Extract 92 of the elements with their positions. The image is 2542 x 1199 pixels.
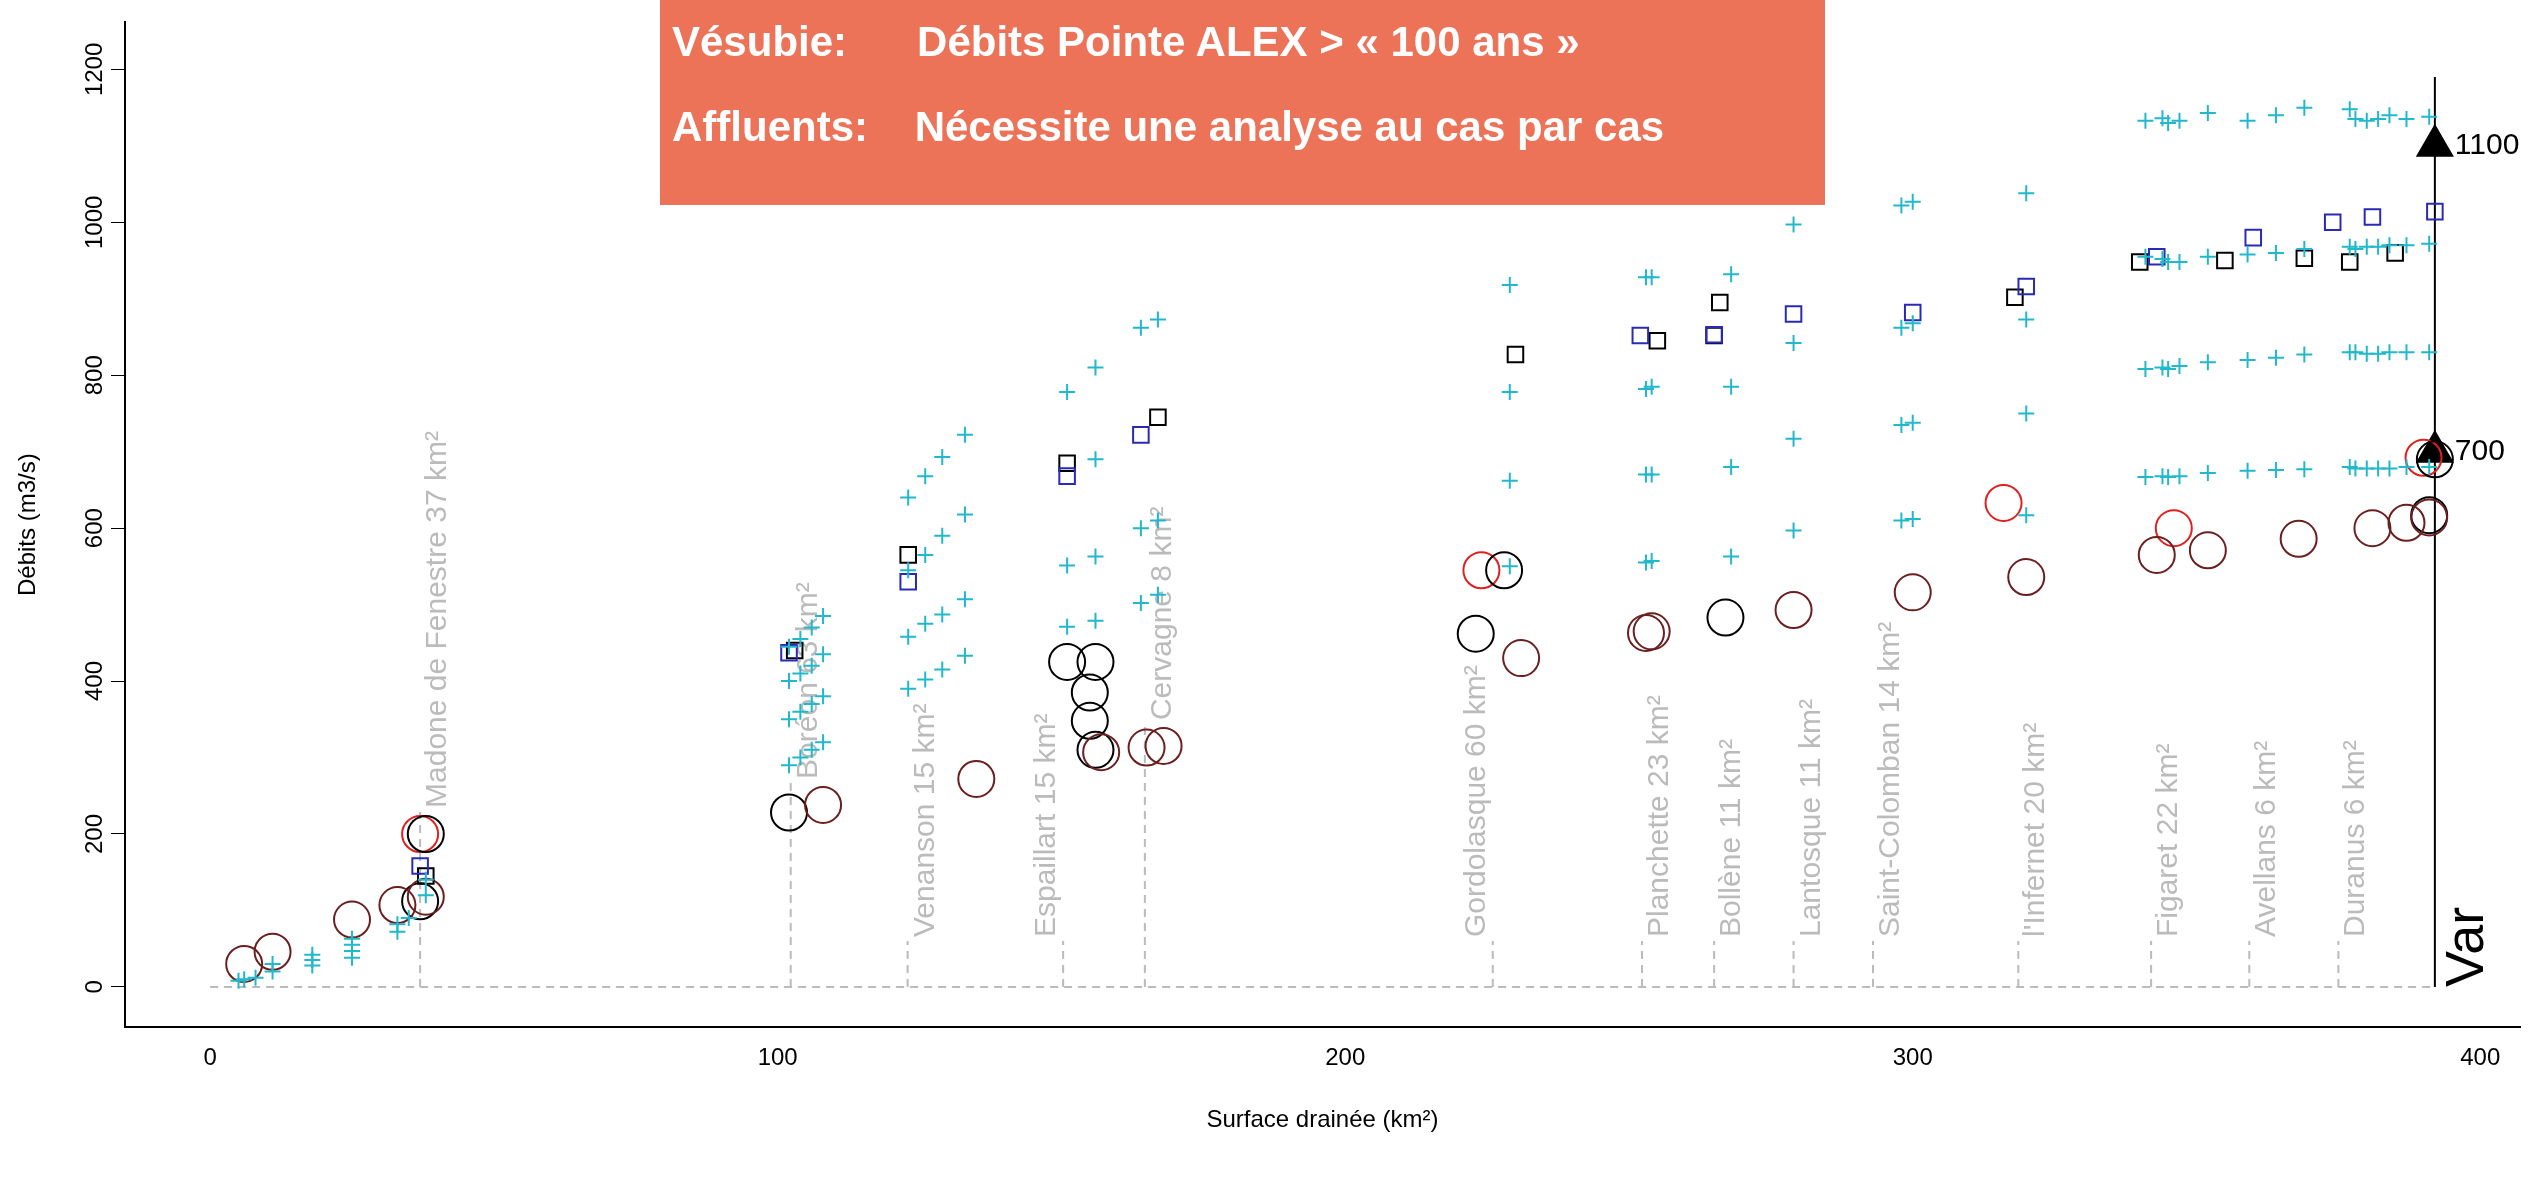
ref-line-label: Bollène 11 km² [1713, 739, 1747, 937]
x-tick-label: 0 [203, 1043, 217, 1071]
y-tick-label: 600 [79, 508, 107, 549]
point [1903, 303, 1922, 322]
point [1774, 590, 1813, 629]
point [1502, 639, 1541, 678]
y-tick-label: 1000 [79, 195, 107, 250]
point [1711, 293, 1729, 312]
y-tick-label: 400 [79, 661, 107, 702]
ref-line-label: Avellans 6 km² [2248, 740, 2282, 937]
point [1058, 454, 1076, 472]
point [1626, 613, 1665, 652]
x-tick-label: 300 [1892, 1043, 1933, 1071]
point [2295, 249, 2314, 268]
ref-line-label: Espaillart 15 km² [1028, 713, 1062, 937]
point [1706, 598, 1745, 637]
data-label: 1100 [2454, 127, 2520, 161]
point [1144, 727, 1183, 766]
point [1070, 673, 1109, 712]
point [2363, 208, 2382, 226]
point [2148, 247, 2166, 266]
point [2154, 509, 2193, 548]
point [1506, 345, 1525, 364]
point [1893, 573, 1932, 612]
point [1462, 551, 1501, 590]
point [1127, 728, 1166, 767]
point [2007, 558, 2046, 597]
point [378, 886, 417, 925]
point [2137, 535, 2176, 574]
x-tick-label: 400 [2460, 1043, 2501, 1071]
point [2279, 519, 2318, 558]
x-tick-label: 100 [757, 1043, 798, 1071]
ref-line-label: Planchette 23 km² [1641, 695, 1675, 937]
point [1149, 408, 1167, 427]
data-label: 700 [2454, 432, 2505, 466]
ref-line-label: Gordolasque 60 km² [1457, 665, 1491, 937]
point [1456, 614, 1495, 653]
point [780, 643, 798, 662]
y-axis-title: Débits (m3/s) [13, 453, 41, 597]
point [2386, 244, 2404, 262]
point [253, 932, 292, 971]
point [1984, 483, 2023, 522]
point [2387, 503, 2426, 542]
point [957, 759, 996, 798]
point [1048, 642, 1087, 681]
chart-title: Vésubie: Débits Pointe ALEX > « 100 ans » [672, 18, 1581, 67]
point [1132, 426, 1150, 444]
ref-line-label: Figaret 22 km² [2150, 743, 2184, 937]
point [2006, 288, 2024, 307]
point [2353, 509, 2392, 548]
point [2415, 440, 2454, 479]
point [1632, 612, 1671, 651]
x-tick-label: 200 [1325, 1043, 1366, 1071]
point [2188, 531, 2227, 570]
point [2017, 277, 2036, 296]
y-tick-label: 800 [79, 355, 107, 396]
point [2340, 253, 2359, 271]
y-tick-label: 200 [79, 813, 107, 854]
point [1070, 701, 1109, 740]
point [899, 572, 917, 591]
point [770, 793, 809, 832]
y-tick-label: 1200 [79, 42, 107, 97]
point [2404, 438, 2443, 477]
ref-line-label: Saint-Colomban 14 km² [1872, 621, 1906, 937]
y-tick-label: 0 [79, 980, 107, 994]
point [225, 944, 264, 983]
point [417, 867, 435, 885]
point [1784, 305, 1803, 323]
point [2130, 253, 2149, 271]
title-banner: Vésubie: Débits Pointe ALEX > « 100 ans » Affluents: Nécessite une analyse au cas par cas [660, 0, 1825, 205]
ref-line-label: Lantosque 11 km² [1792, 699, 1826, 937]
ref-line-label: Madone de Fenestre 37 km² [419, 431, 453, 808]
point [333, 900, 372, 939]
point [2216, 251, 2234, 270]
x-axis-title: Surface drainée (km²) [1206, 1105, 1439, 1133]
point [804, 785, 843, 824]
point [1076, 730, 1115, 769]
point [2244, 228, 2263, 247]
ref-line-label: Var [2433, 906, 2494, 987]
point [1648, 332, 1667, 350]
point [1082, 733, 1121, 772]
point [1058, 467, 1076, 485]
point [899, 546, 917, 564]
ref-line-label: Venanson 15 km² [906, 703, 940, 937]
ref-line-label: l'Infernet 20 km² [2017, 722, 2051, 937]
point [1076, 642, 1115, 681]
point [1485, 551, 1524, 590]
point [2426, 202, 2444, 221]
point [2323, 213, 2342, 232]
point [1631, 326, 1650, 345]
point [411, 857, 429, 875]
ref-line-label: Duranus 6 km² [2337, 740, 2371, 937]
